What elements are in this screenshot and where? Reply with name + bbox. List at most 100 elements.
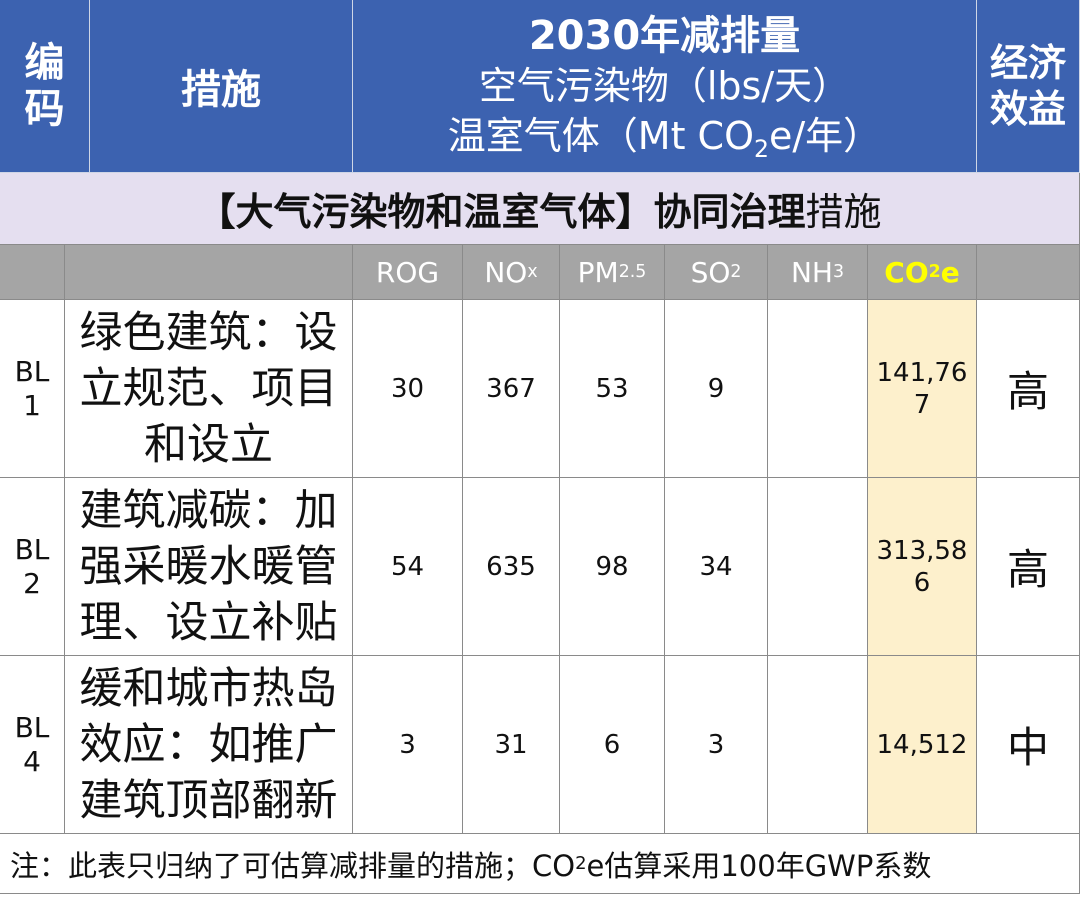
section-bold: 【大气污染物和温室气体】协同治理 — [197, 190, 806, 234]
text: 30 — [390, 373, 425, 404]
text: 经济效益 — [989, 41, 1066, 131]
value-text: 635 — [463, 551, 559, 583]
value-text: 54 — [360, 551, 456, 583]
text: 14,512 — [876, 729, 968, 760]
text: CO — [884, 255, 929, 289]
note: 注：此表只归纳了可估算减排量的措施；CO 2 e估算采用100年GWP系数 — [0, 834, 1080, 894]
value-text: 98 — [564, 551, 660, 583]
value-text: 6 — [564, 729, 660, 761]
text: NH — [790, 255, 833, 289]
row-value: 367 — [463, 300, 560, 478]
row-code: BL 1 — [0, 300, 65, 478]
row-value: 98 — [560, 478, 665, 656]
row-value: 34 — [665, 478, 768, 656]
row-value: 3 — [353, 656, 463, 834]
text: 141,767 — [876, 357, 968, 420]
subheader-blank — [65, 245, 353, 300]
text: e/年） — [769, 114, 882, 158]
header-line: 温室气体（Mt CO2e/年） — [448, 111, 881, 161]
column-header: CO 2 e — [868, 245, 977, 300]
subscript: 2 — [754, 135, 769, 164]
text: 措施 — [181, 67, 261, 113]
row-measure: 建筑减碳：加强采暖水暖管理、设立补贴 — [65, 478, 353, 656]
row-value: 6 — [560, 656, 665, 834]
header-benefit-text: 经济效益 — [988, 40, 1068, 132]
text: 中 — [1006, 723, 1049, 772]
text: PM — [577, 255, 619, 289]
value-text: 367 — [463, 373, 559, 405]
value-text: 313,586 — [874, 535, 970, 599]
text: BL 1 — [14, 354, 50, 422]
column-header: NO x — [463, 245, 560, 300]
section-normal: 措施 — [805, 190, 882, 234]
text: 54 — [390, 551, 425, 582]
header-code-text: 编码 — [23, 40, 67, 132]
measure-text: 缓和城市热岛效应：如推广建筑顶部翻新 — [74, 661, 344, 829]
subheader-blank — [977, 245, 1080, 300]
row-measure: 缓和城市热岛效应：如推广建筑顶部翻新 — [65, 656, 353, 834]
text: 建筑减碳：加强采暖水暖管理、设立补贴 — [79, 485, 338, 648]
code-text: BL 1 — [12, 355, 52, 423]
header-code: 编码 — [0, 0, 90, 173]
subheader-blank — [0, 245, 65, 300]
value-text: 34 — [668, 551, 764, 583]
text: BL 2 — [14, 532, 50, 600]
text: 3 — [399, 729, 416, 760]
text: 9 — [707, 373, 725, 404]
value-text: 30 — [360, 373, 456, 405]
text: e — [940, 255, 960, 289]
text: 高 — [1006, 367, 1049, 416]
text: 高 — [1006, 545, 1049, 594]
text: 温室气体（Mt CO — [447, 114, 755, 158]
text: 编码 — [24, 40, 65, 132]
row-value: 53 — [560, 300, 665, 478]
text: 635 — [486, 551, 536, 582]
row-value: 54 — [353, 478, 463, 656]
text: 3 — [707, 729, 725, 760]
header-reduction: 2030年减排量 空气污染物（lbs/天） 温室气体（Mt CO2e/年） — [353, 0, 977, 173]
text: NO — [484, 255, 528, 289]
text: ROG — [375, 255, 440, 289]
column-header: ROG — [353, 245, 463, 300]
row-value — [768, 478, 868, 656]
value-text: 141,767 — [874, 357, 970, 421]
text: 31 — [494, 729, 528, 760]
value-text: 14,512 — [874, 729, 970, 761]
text: 空气污染物（lbs/天） — [478, 64, 851, 108]
column-header: NH 3 — [768, 245, 868, 300]
code-text: BL 2 — [12, 533, 52, 601]
text: e估算采用100年GWP系数 — [586, 848, 932, 883]
text: 2030年减排量 — [528, 13, 801, 59]
row-value: 3 — [665, 656, 768, 834]
text: 98 — [595, 551, 629, 582]
text: 53 — [595, 373, 629, 404]
row-benefit: 高 — [977, 300, 1080, 478]
text: 34 — [699, 551, 733, 582]
row-benefit: 中 — [977, 656, 1080, 834]
row-value: 30 — [353, 300, 463, 478]
text: 绿色建筑：设立规范、项目和设立 — [79, 307, 338, 470]
text: 367 — [486, 373, 536, 404]
measure-text: 建筑减碳：加强采暖水暖管理、设立补贴 — [74, 483, 344, 651]
header-measure: 措施 — [90, 0, 353, 173]
text: 6 — [603, 729, 621, 760]
value-text: 53 — [564, 373, 660, 405]
text: BL 4 — [14, 710, 50, 778]
value-text: 31 — [463, 729, 559, 761]
row-value — [768, 656, 868, 834]
measure-text: 绿色建筑：设立规范、项目和设立 — [74, 305, 344, 473]
row-value: 313,586 — [868, 478, 977, 656]
row-value — [768, 300, 868, 478]
column-header: SO 2 — [665, 245, 768, 300]
header-line: 空气污染物（lbs/天） — [479, 61, 850, 111]
row-value: 31 — [463, 656, 560, 834]
row-measure: 绿色建筑：设立规范、项目和设立 — [65, 300, 353, 478]
section-title: 【大气污染物和温室气体】协同治理 措施 — [0, 173, 1080, 245]
text: SO — [690, 255, 731, 289]
row-code: BL 4 — [0, 656, 65, 834]
row-value: 635 — [463, 478, 560, 656]
code-text: BL 4 — [12, 711, 52, 779]
value-text: 3 — [668, 729, 764, 761]
header-line: 2030年减排量 — [529, 11, 800, 61]
